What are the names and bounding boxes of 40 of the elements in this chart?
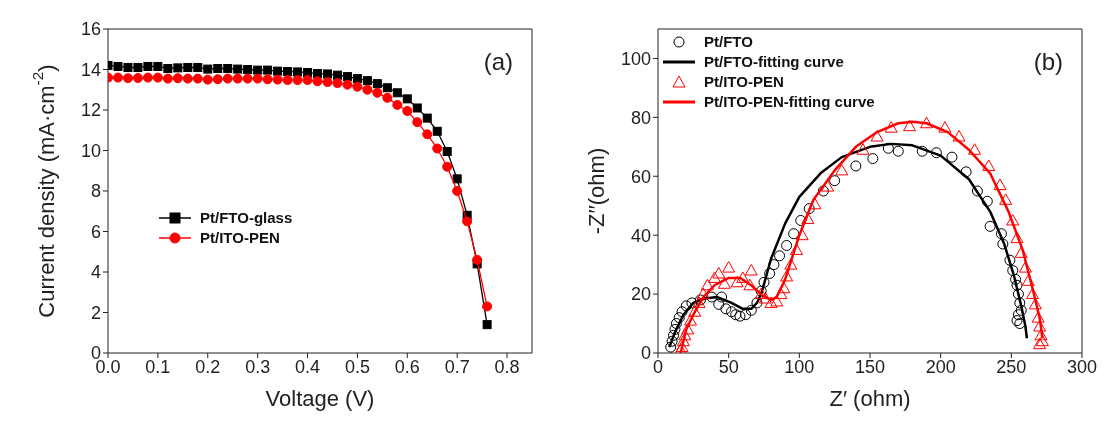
y-tick-label: 16 xyxy=(80,19,101,40)
x-axis-title: Voltage (V) xyxy=(265,386,375,411)
y-tick-label: 14 xyxy=(80,59,101,80)
x-tick-label: 0.8 xyxy=(494,356,520,377)
x-axis-title: Z′ (ohm) xyxy=(829,386,911,411)
y-tick-label: 0 xyxy=(640,343,651,364)
legend-label: Pt/FTO xyxy=(704,32,753,52)
y-tick-label: 10 xyxy=(80,140,101,161)
x-tick-label: 150 xyxy=(854,356,886,377)
y-tick-label: 60 xyxy=(630,166,651,187)
x-tick-label: 0 xyxy=(652,356,664,377)
x-tick-label: 0.5 xyxy=(344,356,370,377)
x-tick-label: 0.7 xyxy=(444,356,470,377)
x-tick-label: 50 xyxy=(718,356,739,377)
y-tick-label: 80 xyxy=(630,107,651,128)
legend-label: Pt/ITO-PEN xyxy=(200,228,280,248)
x-tick-label: 250 xyxy=(996,356,1027,377)
y-tick-label: 12 xyxy=(80,100,101,121)
x-tick-label: 300 xyxy=(1066,356,1098,377)
x-tick-label: 100 xyxy=(784,356,815,377)
legend-label: Pt/FTO-glass xyxy=(200,208,293,228)
y-tick-label: 8 xyxy=(90,181,101,202)
legend-label: Pt/ITO-PEN xyxy=(704,72,784,92)
x-tick-label: 0.6 xyxy=(394,356,420,377)
x-tick-label: 0.3 xyxy=(245,356,271,377)
y-tick-label: 4 xyxy=(90,262,101,283)
x-tick-label: 200 xyxy=(925,356,956,377)
y-tick-label: 40 xyxy=(630,225,651,246)
y-tick-label: 20 xyxy=(630,284,651,305)
legend-label: Pt/ITO-PEN-fitting curve xyxy=(704,92,875,112)
x-tick-label: 0.4 xyxy=(295,356,321,377)
y-tick-label: 2 xyxy=(90,302,101,323)
annotation: (b) xyxy=(1033,48,1063,76)
y-axis-title: -Z′′(ohm) xyxy=(583,147,609,235)
y-tick-label: 6 xyxy=(90,221,101,242)
x-tick-label: 0.1 xyxy=(145,356,171,377)
x-tick-label: 0.2 xyxy=(195,356,221,377)
legend-label: Pt/FTO-fitting curve xyxy=(704,52,844,72)
annotation: (a) xyxy=(483,48,513,76)
y-tick-label: 100 xyxy=(620,48,651,69)
